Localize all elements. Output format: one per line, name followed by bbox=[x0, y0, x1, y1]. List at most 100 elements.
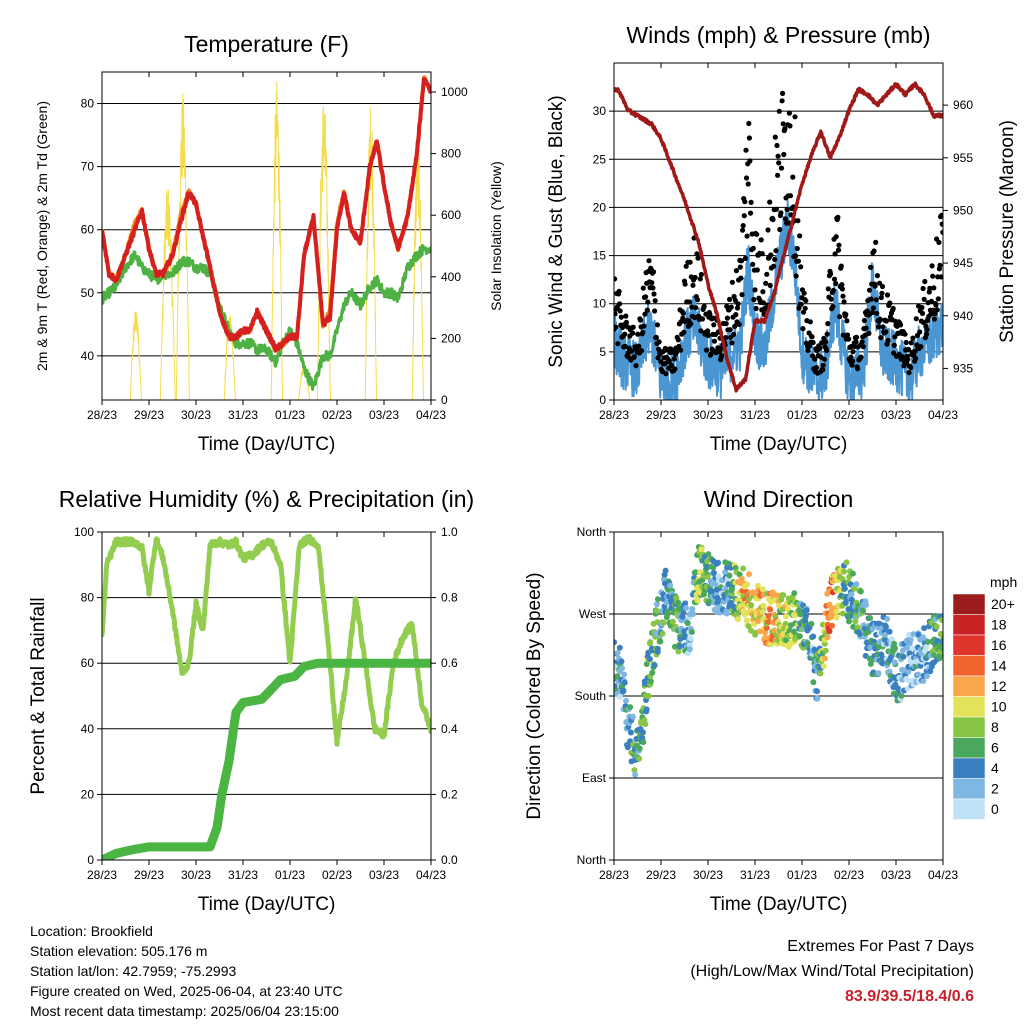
direction-point bbox=[851, 585, 858, 592]
chart-title: Wind Direction bbox=[704, 486, 854, 512]
gust-point bbox=[906, 370, 912, 376]
direction-point bbox=[632, 771, 639, 778]
gust-point bbox=[692, 274, 698, 281]
direction-point bbox=[867, 644, 874, 651]
x-tick-label: 02/23 bbox=[322, 408, 352, 422]
direction-point bbox=[640, 739, 647, 746]
y-tick-label: 80 bbox=[81, 591, 95, 605]
x-tick-label: 29/23 bbox=[134, 868, 164, 882]
x-tick-label: 29/23 bbox=[646, 408, 676, 422]
gust-point bbox=[771, 263, 777, 269]
gust-point bbox=[830, 304, 836, 310]
x-tick-label: 04/23 bbox=[928, 868, 958, 882]
gust-point bbox=[775, 172, 781, 178]
gust-point bbox=[913, 355, 919, 362]
gust-point bbox=[822, 339, 829, 345]
gust-point bbox=[649, 280, 655, 286]
gust-point bbox=[651, 291, 657, 297]
gust-point bbox=[705, 332, 711, 339]
gust-points bbox=[614, 90, 943, 377]
gust-point bbox=[778, 210, 784, 216]
gust-point bbox=[929, 263, 935, 269]
y-tick-label: 30 bbox=[593, 104, 607, 118]
direction-point bbox=[616, 693, 623, 700]
gust-point bbox=[866, 287, 873, 293]
gust-point bbox=[683, 263, 689, 269]
gust-point bbox=[858, 354, 864, 360]
right-axis-label: Solar Insolation (Yellow) bbox=[488, 161, 504, 311]
gust-point bbox=[668, 362, 675, 368]
gust-point bbox=[643, 294, 649, 300]
direction-point bbox=[664, 611, 671, 618]
gust-point bbox=[861, 317, 868, 324]
gust-point bbox=[923, 331, 930, 337]
direction-point bbox=[647, 639, 654, 645]
right-tick-label: 0.4 bbox=[441, 722, 458, 736]
gust-point bbox=[883, 318, 890, 324]
gust-point bbox=[772, 134, 778, 140]
gust-point bbox=[646, 258, 652, 264]
gust-point bbox=[871, 248, 877, 254]
gust-point bbox=[855, 366, 861, 372]
gust-point bbox=[801, 290, 807, 296]
direction-point bbox=[920, 678, 927, 684]
right-tick-label: 0.0 bbox=[441, 853, 458, 867]
gust-point bbox=[689, 304, 695, 310]
direction-point bbox=[904, 685, 911, 692]
gust-point bbox=[853, 334, 860, 340]
gust-point bbox=[678, 347, 684, 353]
gust-point bbox=[750, 261, 756, 267]
direction-point bbox=[686, 646, 693, 653]
direction-point bbox=[669, 618, 676, 625]
direction-point bbox=[810, 633, 817, 640]
x-tick-label: 29/23 bbox=[646, 868, 676, 882]
x-tick-label: 28/23 bbox=[87, 868, 117, 882]
solar-insolation-line bbox=[102, 82, 431, 400]
direction-point bbox=[614, 639, 618, 646]
direction-point bbox=[682, 600, 689, 607]
direction-point bbox=[852, 618, 859, 625]
x-tick-label: 31/23 bbox=[740, 868, 770, 882]
gust-point bbox=[642, 311, 648, 317]
y-tick-label: 15 bbox=[593, 249, 607, 263]
direction-point bbox=[645, 693, 652, 699]
gust-point bbox=[690, 282, 696, 288]
right-tick-label: 945 bbox=[953, 256, 973, 270]
gust-point bbox=[869, 309, 875, 316]
direction-point bbox=[904, 644, 910, 651]
gust-point bbox=[928, 311, 934, 317]
station-info: Location: Brookfield Station elevation: … bbox=[30, 921, 343, 1021]
y-axis-label: 2m & 9m T (Red, Orange) & 2m Td (Green) bbox=[34, 101, 50, 371]
gust-point bbox=[694, 297, 701, 303]
direction-point bbox=[843, 559, 850, 566]
gust-point bbox=[663, 371, 669, 377]
station-pressure-line bbox=[614, 81, 943, 393]
direction-point bbox=[802, 613, 809, 619]
gust-point bbox=[623, 319, 630, 325]
plot-border bbox=[613, 62, 944, 401]
direction-point bbox=[927, 668, 934, 675]
y-tick-label: 50 bbox=[81, 286, 95, 300]
gust-point bbox=[780, 121, 786, 127]
gust-point bbox=[617, 308, 623, 314]
gust-point bbox=[776, 160, 782, 166]
legend-label: 16 bbox=[991, 637, 1007, 653]
direction-point bbox=[653, 601, 660, 608]
gust-point bbox=[892, 334, 898, 340]
gust-point bbox=[836, 242, 842, 248]
direction-point bbox=[726, 572, 733, 579]
gust-point bbox=[922, 278, 928, 285]
gust-point bbox=[770, 216, 776, 223]
direction-point bbox=[623, 697, 629, 704]
y-tick-label: North bbox=[577, 525, 606, 539]
direction-point bbox=[627, 704, 634, 711]
direction-point bbox=[620, 687, 627, 694]
x-tick-label: 31/23 bbox=[228, 408, 258, 422]
gust-point bbox=[644, 307, 650, 313]
direction-point bbox=[762, 634, 768, 641]
legend-swatch bbox=[952, 655, 986, 677]
direction-point bbox=[937, 631, 943, 637]
gust-point bbox=[742, 199, 748, 205]
gust-point bbox=[850, 349, 856, 355]
